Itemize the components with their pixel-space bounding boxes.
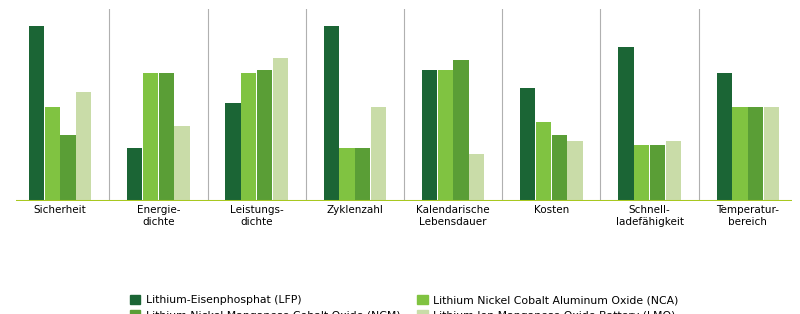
Bar bbox=[422, 69, 437, 201]
Bar bbox=[454, 60, 469, 201]
Bar bbox=[371, 107, 386, 201]
Bar bbox=[339, 149, 354, 201]
Bar bbox=[666, 141, 681, 201]
Bar bbox=[143, 73, 158, 201]
Bar bbox=[45, 107, 60, 201]
Bar bbox=[127, 149, 142, 201]
Bar bbox=[355, 149, 370, 201]
Bar bbox=[717, 73, 732, 201]
Bar bbox=[469, 154, 484, 201]
Bar bbox=[536, 122, 551, 201]
Bar bbox=[650, 145, 665, 201]
Bar bbox=[174, 126, 190, 201]
Bar bbox=[76, 92, 91, 201]
Bar bbox=[158, 73, 174, 201]
Bar bbox=[551, 135, 567, 201]
Bar bbox=[618, 47, 634, 201]
Bar bbox=[634, 145, 650, 201]
Bar bbox=[241, 73, 257, 201]
Bar bbox=[226, 103, 241, 201]
Bar bbox=[764, 107, 779, 201]
Bar bbox=[438, 69, 453, 201]
Bar bbox=[324, 26, 339, 201]
Bar bbox=[732, 107, 747, 201]
Legend: Lithium-Eisenphosphat (LFP), Lithium Nickel Manganese Cobalt Oxide (NCM), Lithiu: Lithium-Eisenphosphat (LFP), Lithium Nic… bbox=[126, 291, 682, 314]
Bar bbox=[257, 69, 272, 201]
Bar bbox=[29, 26, 44, 201]
Bar bbox=[567, 141, 582, 201]
Bar bbox=[520, 88, 535, 201]
Bar bbox=[748, 107, 763, 201]
Bar bbox=[61, 135, 76, 201]
Bar bbox=[273, 58, 288, 201]
